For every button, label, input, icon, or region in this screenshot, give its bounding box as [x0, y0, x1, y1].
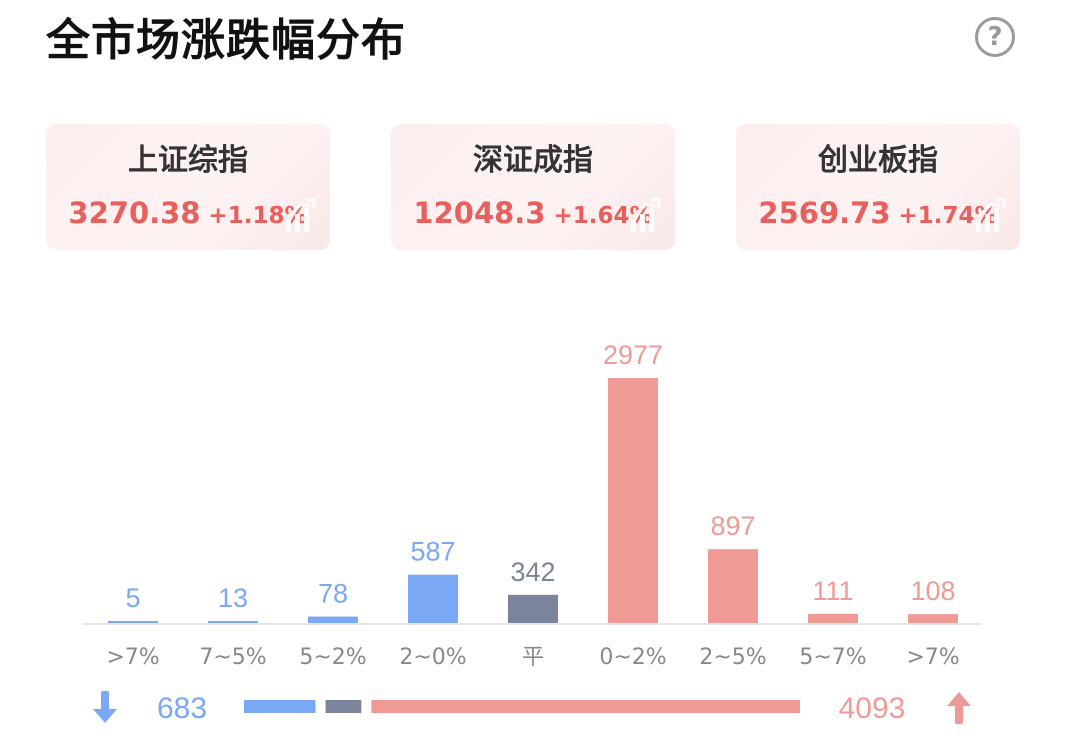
index-value: 3270.38 [68, 196, 201, 230]
index-values: 12048.3 +1.64% [391, 194, 675, 237]
bar-8[interactable] [908, 614, 958, 623]
bar-3[interactable] [408, 574, 458, 623]
bar-value-label: 13 [218, 583, 248, 613]
index-change: +1.18% [208, 203, 308, 229]
index-card-sz[interactable]: 深证成指 12048.3 +1.64% [391, 124, 675, 250]
help-icon[interactable]: ? [975, 17, 1015, 57]
bar-value-label: 111 [812, 576, 853, 606]
bar-4[interactable] [508, 594, 558, 623]
bar-0[interactable] [108, 621, 158, 623]
trend-up-icon [286, 198, 316, 232]
index-value: 2569.73 [758, 196, 891, 230]
up-down-summary: 683 4093 [93, 691, 971, 725]
down-arrow-icon [93, 691, 117, 723]
x-tick-label: 5~7% [799, 645, 866, 670]
up-arrow-icon [947, 692, 971, 724]
bar-value-label: 108 [910, 576, 955, 606]
distribution-chart: 5 >7% 13 7~5% 78 5~2% 587 2~0% 342 平 2977 0~2% 897 2~… [83, 340, 981, 670]
trend-up-icon [631, 198, 661, 232]
bar-value-label: 897 [710, 511, 755, 541]
index-name: 创业板指 [818, 143, 938, 178]
x-tick-label: 2~0% [399, 645, 466, 670]
index-values: 3270.38 +1.18% [46, 194, 330, 237]
x-tick-label: >7% [106, 645, 159, 670]
index-change: +1.74% [898, 203, 998, 229]
bar-2[interactable] [308, 616, 358, 623]
index-change: +1.64% [553, 203, 653, 229]
x-tick-label: 7~5% [199, 645, 266, 670]
flat-ratio-bar [325, 700, 362, 713]
bar-1[interactable] [208, 621, 258, 623]
x-tick-label: 2~5% [699, 645, 766, 670]
x-tick-label: 0~2% [599, 645, 666, 670]
bar-value-label: 2977 [603, 340, 663, 370]
index-card-sh[interactable]: 上证综指 3270.38 +1.18% [46, 124, 330, 250]
bar-7[interactable] [808, 613, 858, 623]
x-tick-label: >7% [906, 645, 959, 670]
bar-value-label: 5 [125, 583, 140, 613]
x-tick-label: 5~2% [299, 645, 366, 670]
bar-value-label: 78 [318, 579, 348, 609]
index-values: 2569.73 +1.74% [736, 194, 1020, 237]
index-name: 深证成指 [473, 143, 593, 178]
index-value: 12048.3 [413, 196, 546, 230]
bar-value-label: 342 [510, 557, 555, 587]
up-count: 4093 [839, 692, 906, 725]
bar-5[interactable] [608, 378, 658, 623]
down-ratio-bar [244, 700, 316, 713]
index-cards: 上证综指 3270.38 +1.18% 深证成指 12048.3 +1.64% 创业… [46, 124, 1020, 250]
index-name: 上证综指 [128, 143, 248, 178]
index-card-cyb[interactable]: 创业板指 2569.73 +1.74% [736, 124, 1020, 250]
up-ratio-bar [371, 700, 800, 713]
page-title: 全市场涨跌幅分布 [46, 15, 406, 66]
down-count: 683 [157, 692, 207, 725]
bar-6[interactable] [708, 549, 758, 623]
x-tick-label: 平 [522, 645, 544, 670]
trend-up-icon [976, 198, 1006, 232]
bar-value-label: 587 [410, 537, 455, 567]
